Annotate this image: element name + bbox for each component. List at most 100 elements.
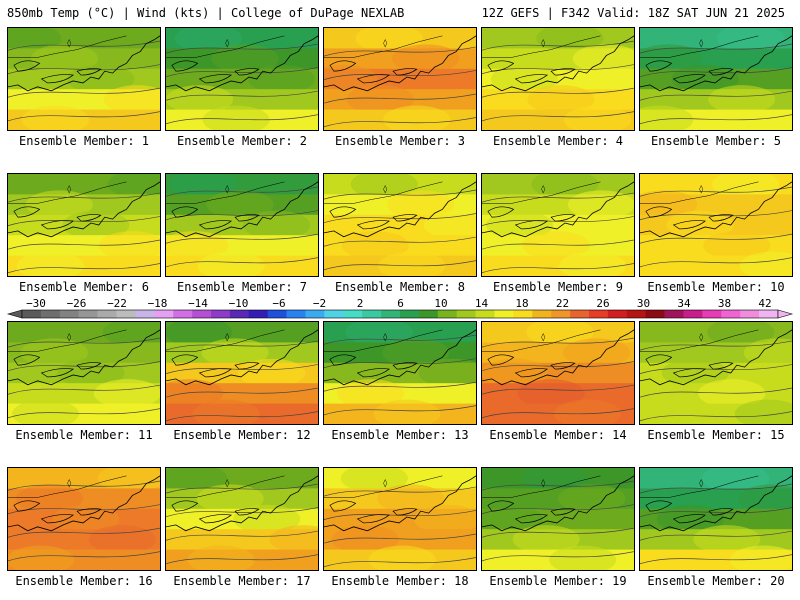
- temperature-blob: [418, 358, 476, 388]
- coastline: [8, 475, 160, 532]
- temperature-blob: [567, 190, 634, 219]
- temperature-blob: [355, 28, 423, 53]
- lake-outline: [487, 60, 515, 72]
- member-map-panel: ◊: [481, 321, 635, 425]
- temperature-blob: [197, 251, 265, 276]
- pole-marker: ◊: [383, 185, 387, 194]
- temperature-blob: [340, 468, 408, 493]
- colorbar-tick-label: 10: [434, 297, 448, 310]
- temperature-blob: [187, 545, 255, 570]
- colorbar-tick-label: 2: [356, 297, 364, 310]
- colorbar-tick-label: −30: [26, 297, 46, 310]
- temperature-blob: [242, 210, 311, 240]
- height-contour: [640, 90, 792, 101]
- colorbar-swatch: [78, 310, 98, 318]
- colorbar-swatch: [607, 310, 628, 318]
- temperature-blob: [738, 484, 792, 513]
- lake-outline: [171, 354, 199, 366]
- colorbar-tick-label: 42: [758, 297, 772, 310]
- colorbar-swatch: [513, 310, 533, 318]
- lake-outline: [645, 206, 673, 218]
- pole-marker: ◊: [541, 39, 545, 48]
- temperature-blob: [526, 322, 594, 347]
- coastline: [482, 181, 634, 238]
- height-contour: [166, 554, 318, 565]
- lake-outline: [40, 74, 74, 84]
- height-contour: [8, 40, 160, 51]
- height-contour: [8, 551, 160, 562]
- height-contour: [324, 189, 476, 200]
- temperature-blob: [640, 190, 698, 219]
- height-contour: [166, 387, 318, 398]
- height-contour: [166, 340, 318, 351]
- border-line: [482, 181, 601, 204]
- temperature-blob: [52, 504, 120, 534]
- colorbar-tick-label: −18: [147, 297, 168, 310]
- temperature-blob: [716, 28, 785, 53]
- height-contour: [482, 111, 634, 122]
- temperature-blob: [202, 105, 270, 130]
- colorbar-swatch: [626, 310, 646, 318]
- height-contour: [166, 411, 318, 422]
- map-header-left: 850mb Temp (°C) | Wind (kts) | College o…: [7, 6, 405, 20]
- temperature-field: ◊: [482, 322, 634, 424]
- temperature-blob: [107, 174, 160, 199]
- border-line: [640, 35, 759, 58]
- colorbar-swatch: [135, 310, 155, 318]
- temperature-field: ◊: [324, 174, 476, 276]
- lake-outline: [171, 60, 199, 72]
- height-contour: [166, 67, 318, 78]
- temperature-blob: [16, 251, 84, 276]
- height-contour: [8, 111, 160, 122]
- member-label: Ensemble Member: 10: [647, 280, 785, 294]
- lake-outline: [708, 508, 734, 516]
- pole-marker: ◊: [699, 479, 703, 488]
- member-map-panel: ◊: [7, 173, 161, 277]
- member-label: Ensemble Member: 5: [650, 134, 782, 148]
- height-contour: [166, 90, 318, 101]
- pole-marker: ◊: [67, 479, 71, 488]
- member-label: Ensemble Member: 1: [18, 134, 150, 148]
- temperature-blob: [331, 525, 400, 554]
- height-contour: [324, 510, 476, 521]
- colorbar-swatch: [456, 310, 476, 318]
- member-map-panel: ◊: [481, 173, 635, 277]
- member-map-panel: ◊: [165, 173, 319, 277]
- temperature-colorbar: [6, 309, 794, 319]
- height-contour: [166, 507, 318, 518]
- colorbar-swatch: [267, 310, 287, 318]
- height-contour: [640, 554, 792, 565]
- temperature-blob: [346, 85, 414, 114]
- temperature-field: ◊: [640, 174, 792, 276]
- lake-outline: [13, 500, 41, 512]
- temperature-field: ◊: [8, 468, 160, 570]
- pole-marker: ◊: [541, 185, 545, 194]
- height-contour: [324, 486, 476, 497]
- border-line: [166, 35, 285, 58]
- lake-outline: [487, 500, 515, 512]
- temperature-field: ◊: [482, 468, 634, 570]
- colorbar-swatch: [116, 310, 136, 318]
- colorbar-tick-label: 38: [717, 297, 732, 310]
- height-contour: [482, 40, 634, 51]
- temperature-blob: [21, 105, 89, 130]
- temperature-blob: [517, 379, 585, 408]
- coastline: [640, 329, 792, 386]
- coastline: [324, 475, 476, 532]
- pole-marker: ◊: [541, 479, 545, 488]
- temperature-field: ◊: [166, 322, 318, 424]
- border-line: [482, 329, 601, 352]
- temperature-blob: [174, 28, 242, 53]
- pole-marker: ◊: [67, 185, 71, 194]
- height-contour: [482, 263, 634, 274]
- border-line: [640, 475, 759, 498]
- temperature-field: ◊: [166, 174, 318, 276]
- temperature-blob: [739, 251, 792, 276]
- lake-outline: [392, 214, 418, 222]
- coastline: [482, 35, 634, 92]
- temperature-blob: [67, 64, 135, 94]
- height-contour: [166, 483, 318, 494]
- lake-outline: [672, 368, 706, 378]
- member-map-panel: ◊: [481, 27, 635, 131]
- lake-outline: [198, 220, 232, 230]
